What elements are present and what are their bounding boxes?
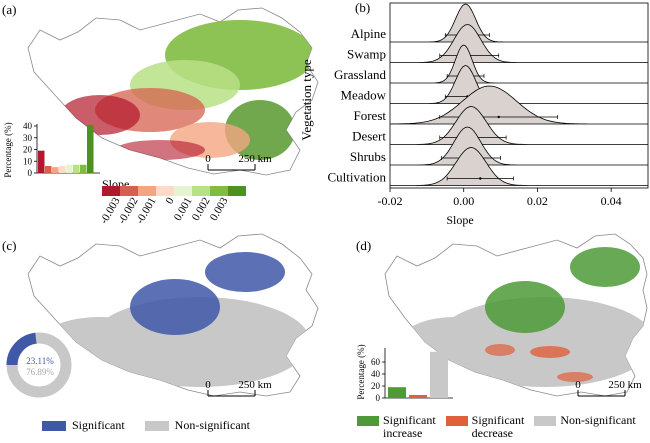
legend-item-increase: Significant increase	[357, 414, 436, 440]
legend-label-significant: Significant	[72, 418, 125, 432]
colorbar-tick-label: 0.003	[208, 195, 231, 223]
panel-c-legend: Significant Non-significant	[42, 418, 250, 433]
ridge-density	[390, 44, 648, 84]
hist-d-bar	[430, 351, 448, 398]
ridge-mean-point	[497, 115, 500, 119]
ridge-xtick-label: -0.02	[378, 194, 403, 208]
panel-d-histogram: Percentage (%) 0 20 40 60	[356, 344, 453, 403]
ridge-ylabel: Vegetation type	[300, 59, 314, 140]
hist-d-ylabel: Percentage (%)	[356, 344, 366, 399]
colorbar-segment	[228, 186, 246, 196]
legend-increase-line1: Significant	[383, 413, 436, 427]
panel-d-scalebar: 0 250 km	[575, 379, 642, 397]
hist-a-bar	[52, 167, 59, 173]
colorbar-segment	[120, 186, 138, 196]
ridge-category-label: Swamp	[347, 47, 386, 62]
panel-a-label: (a)	[2, 2, 17, 17]
ridge-xtick-label: 0.02	[527, 194, 548, 208]
ridge-xtick-label: 0.04	[601, 194, 622, 208]
scalebar-c-zero: 0	[205, 379, 211, 391]
ridge-category-label: Cultivation	[328, 170, 387, 185]
panel-c-label: (c)	[2, 238, 17, 253]
ridge-density	[390, 3, 648, 43]
legend-item-nonsig: Non-significant	[534, 413, 636, 440]
ridge-mean-point	[479, 177, 482, 180]
scalebar-d-dist: 250 km	[608, 379, 642, 391]
hist-a-tick-label: 40	[23, 121, 33, 131]
legend-item-decrease: Significant decrease	[445, 413, 525, 440]
donut-sig-pct: 23.11%	[26, 356, 54, 366]
scalebar-d-zero: 0	[575, 379, 581, 391]
ridge-category-label: Alpine	[351, 26, 387, 41]
ridge-category-label: Grassland	[334, 67, 386, 82]
panel-c-donut: 23.11% 76.89%	[6, 332, 72, 398]
hist-a-bar	[45, 165, 52, 173]
ridge-density	[389, 85, 648, 125]
hist-d-bar	[409, 395, 427, 398]
legend-nonsig-line1: Non-significant	[560, 413, 636, 427]
ridge-category-label: Forest	[354, 108, 387, 123]
colorbar-segment	[138, 186, 156, 196]
colorbar-segment	[174, 186, 192, 196]
panel-a-map	[27, 7, 319, 176]
ridge-category-label: Shrubs	[350, 149, 386, 164]
legend-decrease-line1: Significant	[471, 413, 525, 427]
legend-swatch-nonsig-d	[534, 416, 557, 426]
panel-c-scalebar: 0 250 km	[205, 379, 272, 397]
hist-d-tick-label: 20	[371, 381, 381, 391]
hist-d-bar	[388, 387, 406, 398]
panel-d-label: (d)	[356, 238, 372, 253]
ridge-density	[390, 65, 648, 104]
hist-a-tick-label: 0	[28, 168, 33, 178]
ridge-density	[390, 147, 648, 186]
hist-a-bar	[66, 164, 73, 173]
colorbar-segment	[102, 186, 120, 196]
hist-a-bar	[38, 150, 45, 173]
hist-a-tick-label: 10	[23, 156, 33, 166]
panel-c-map	[27, 233, 319, 397]
hist-a-bar	[59, 165, 66, 173]
panel-d-legend: Significant increase Significant decreas…	[357, 414, 647, 440]
panel-b-ridgeline: Vegetation type Alpine Swamp Grassland Mead…	[300, 2, 649, 227]
scalebar-c-dist: 250 km	[238, 379, 272, 391]
ridge-density	[390, 106, 648, 145]
ridge-category-label: Desert	[352, 129, 386, 144]
ridge-xlabel: Slope	[446, 213, 473, 227]
hist-a-tick-label: 20	[23, 145, 33, 155]
scalebar-a-dist: 250 km	[238, 153, 272, 165]
ridge-density	[390, 126, 648, 166]
ridge-density	[390, 24, 648, 63]
hist-a-bar	[73, 164, 80, 173]
hist-d-tick-label: 0	[376, 393, 381, 403]
colorbar-tick-label: 0	[163, 195, 176, 206]
legend-swatch-increase	[357, 416, 379, 426]
panel-a-scalebar: 0 250 km	[205, 153, 272, 171]
legend-increase-line2: increase	[383, 426, 423, 440]
hist-a-tick-label: 30	[23, 133, 33, 143]
legend-label-nonsig: Non-significant	[174, 418, 250, 432]
colorbar-segment	[156, 186, 174, 196]
ridge-category-label: Meadow	[341, 88, 387, 103]
hist-d-tick-label: 60	[371, 357, 381, 367]
ridge-xtick-label: 0.00	[453, 194, 474, 208]
panel-d-map	[384, 233, 648, 397]
panel-b-label: (b)	[355, 0, 371, 15]
donut-non-pct: 76.89%	[26, 367, 54, 377]
legend-decrease-line2: decrease	[471, 426, 513, 440]
colorbar-segment	[210, 186, 228, 196]
hist-a-ylabel: Percentage (%)	[3, 122, 13, 177]
colorbar-segment	[192, 186, 210, 196]
legend-swatch-significant	[42, 420, 66, 431]
hist-d-tick-label: 40	[371, 369, 381, 379]
legend-swatch-decrease	[445, 416, 468, 426]
hist-a-bar	[87, 124, 94, 173]
scalebar-a-zero: 0	[205, 153, 211, 165]
legend-swatch-nonsig	[144, 420, 169, 431]
hist-a-bar	[80, 164, 87, 173]
